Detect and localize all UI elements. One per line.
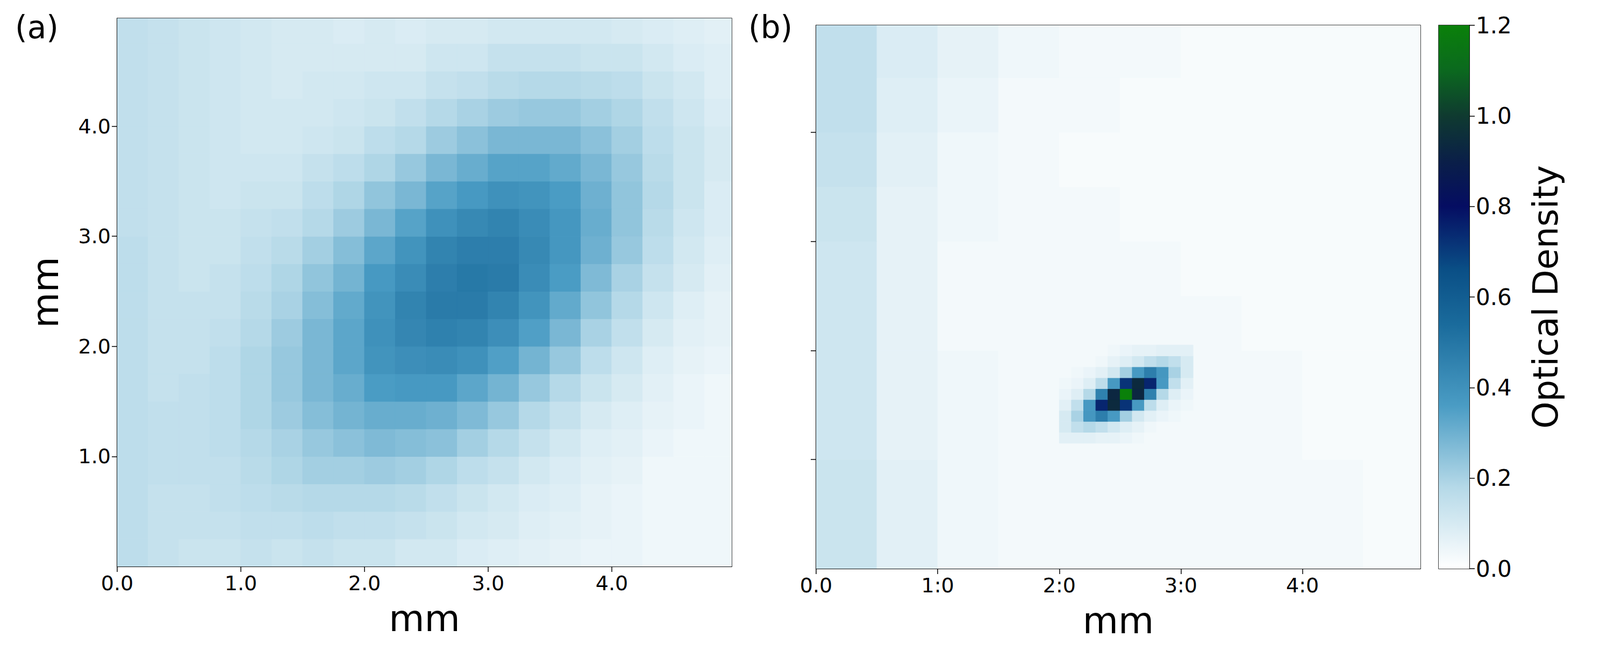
svg-text:1.0: 1.0 <box>224 570 257 595</box>
svg-text:mm: mm <box>24 256 67 328</box>
svg-text:(a): (a) <box>15 9 59 46</box>
svg-text:3.0: 3.0 <box>472 570 505 595</box>
svg-text:0.0: 0.0 <box>800 573 833 597</box>
svg-text:2.0: 2.0 <box>78 334 111 359</box>
svg-text:3.0: 3.0 <box>78 224 111 248</box>
svg-text:1.2: 1.2 <box>1475 12 1512 39</box>
svg-text:1.0: 1.0 <box>78 444 111 468</box>
svg-text:mm: mm <box>1082 598 1154 642</box>
svg-text:(b): (b) <box>748 9 793 46</box>
svg-text:Optical Density: Optical Density <box>1525 165 1566 429</box>
svg-text:mm: mm <box>388 596 460 640</box>
svg-text:1:0: 1:0 <box>921 573 955 597</box>
svg-text:0.2: 0.2 <box>1475 464 1512 491</box>
svg-text:4:0: 4:0 <box>1286 573 1319 597</box>
svg-text:4.0: 4.0 <box>78 114 111 139</box>
svg-text:3:0: 3:0 <box>1164 573 1198 597</box>
svg-text:0.8: 0.8 <box>1475 193 1512 220</box>
svg-text:4.0: 4.0 <box>595 570 628 595</box>
svg-text:2.0: 2.0 <box>348 570 381 595</box>
svg-text:0.6: 0.6 <box>1475 283 1512 311</box>
svg-text:2:0: 2:0 <box>1043 573 1076 597</box>
svg-text:0.4: 0.4 <box>1475 374 1512 401</box>
svg-text:1.0: 1.0 <box>1475 102 1512 130</box>
svg-text:0.0: 0.0 <box>1475 555 1512 582</box>
svg-text:0.0: 0.0 <box>101 570 134 595</box>
